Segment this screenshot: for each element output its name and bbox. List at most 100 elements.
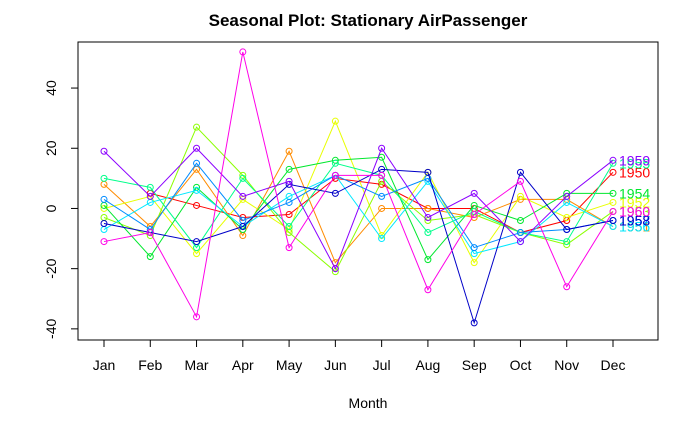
series-line: [103, 162, 614, 249]
point: [146, 253, 154, 261]
series-label: 1953: [619, 203, 650, 219]
point: [470, 210, 478, 218]
point: [609, 207, 617, 215]
series-label: 1952: [619, 194, 650, 210]
point: [563, 238, 571, 246]
point: [378, 192, 386, 200]
x-tick-label: Feb: [138, 357, 162, 373]
point: [193, 144, 201, 152]
series-label: 1951: [619, 219, 650, 235]
point: [516, 168, 524, 176]
point: [239, 174, 247, 182]
point: [285, 210, 293, 218]
y-tick-label: 20: [43, 140, 59, 156]
point: [331, 189, 339, 197]
point: [239, 223, 247, 231]
x-tick-label: May: [276, 357, 302, 373]
point: [470, 319, 478, 327]
series-line: [103, 174, 614, 255]
point: [331, 117, 339, 125]
series-label: 1960: [619, 203, 650, 219]
point: [193, 201, 201, 209]
point: [424, 256, 432, 264]
point: [331, 159, 339, 167]
point: [100, 174, 108, 182]
point: [146, 183, 154, 191]
point: [100, 195, 108, 203]
point: [470, 189, 478, 197]
point: [563, 213, 571, 221]
point: [424, 213, 432, 221]
x-tick-label: Nov: [554, 357, 579, 373]
y-tick-label: 0: [43, 204, 59, 212]
y-tick-label: 40: [43, 80, 59, 96]
point: [285, 198, 293, 206]
point: [146, 192, 154, 200]
point: [470, 259, 478, 267]
point: [100, 238, 108, 246]
series-line: [103, 156, 613, 261]
point: [378, 171, 386, 179]
point: [285, 165, 293, 173]
point: [239, 48, 247, 56]
x-tick-label: Jun: [324, 357, 347, 373]
point: [285, 244, 293, 252]
point: [470, 244, 478, 252]
point: [424, 229, 432, 237]
series-label: 1959: [619, 152, 650, 168]
point: [609, 216, 617, 224]
x-tick-label: Jan: [93, 357, 116, 373]
x-tick-label: Mar: [184, 357, 208, 373]
point: [563, 192, 571, 200]
point: [516, 216, 524, 224]
point: [193, 186, 201, 194]
point: [609, 189, 617, 197]
point: [331, 265, 339, 273]
point: [285, 147, 293, 155]
point: [193, 238, 201, 246]
x-axis-label: Month: [349, 395, 388, 411]
series-label: 1958: [619, 212, 650, 228]
series-line: [103, 51, 614, 319]
x-tick-label: Oct: [510, 357, 532, 373]
x-tick-label: Jul: [373, 357, 391, 373]
point: [193, 123, 201, 131]
point: [424, 168, 432, 176]
point: [424, 204, 432, 212]
point: [193, 313, 201, 321]
series-label: 1956: [619, 219, 650, 235]
point: [563, 283, 571, 291]
x-tick-label: Aug: [415, 357, 440, 373]
point: [146, 229, 154, 237]
point: [516, 192, 524, 200]
x-tick-label: Apr: [232, 357, 254, 373]
series-label: 1954: [619, 185, 650, 201]
point: [516, 177, 524, 185]
point: [378, 235, 386, 243]
point: [609, 198, 617, 206]
point: [516, 229, 524, 237]
x-tick-label: Dec: [601, 357, 626, 373]
point: [100, 220, 108, 228]
series-label: 1957: [619, 212, 650, 228]
point: [378, 144, 386, 152]
series-line: [103, 168, 614, 325]
point: [285, 177, 293, 185]
point: [331, 171, 339, 179]
point: [285, 223, 293, 231]
point: [516, 238, 524, 246]
x-tick-label: Sep: [462, 357, 487, 373]
point: [239, 192, 247, 200]
y-tick-label: -40: [43, 319, 59, 339]
series-label: 1950: [619, 164, 650, 180]
point: [424, 286, 432, 294]
series-line: [103, 147, 614, 270]
point: [563, 226, 571, 234]
point: [193, 159, 201, 167]
series-label: 1955: [619, 155, 650, 171]
point: [609, 168, 617, 176]
chart-title: Seasonal Plot: Stationary AirPassenger: [209, 11, 528, 30]
point: [378, 204, 386, 212]
